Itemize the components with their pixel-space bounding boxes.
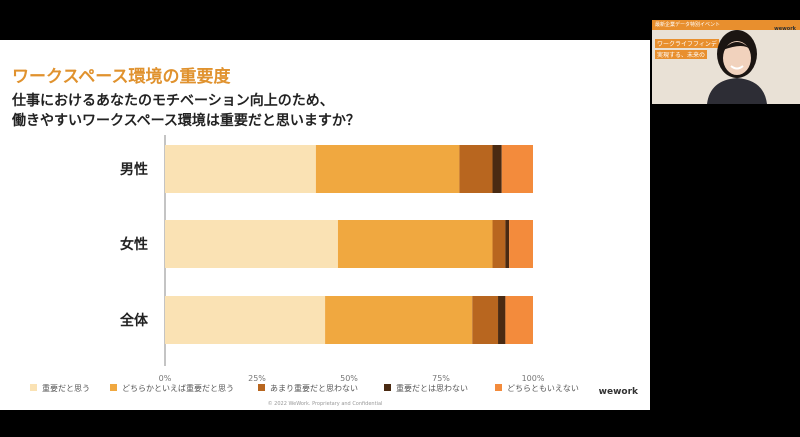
bar-segment	[498, 296, 506, 344]
bar-segment	[315, 145, 460, 193]
bar-segment	[505, 220, 510, 268]
question-line-2: 働きやすいワークスペース環境は重要だと思いますか？	[12, 113, 360, 129]
legend-swatch	[495, 384, 502, 391]
question-line-1: 仕事におけるあなたのモチベーション向上のため、	[12, 93, 334, 109]
bar-segment	[492, 220, 506, 268]
presenter-avatar	[707, 30, 767, 104]
bar-segment	[501, 145, 533, 193]
slide-title: ワークスペース環境の重要度	[12, 67, 231, 87]
wework-logo: wework	[598, 387, 638, 397]
video-caption-line-2: 実現する、未来の	[655, 50, 708, 59]
legend-label: 重要だと思う	[42, 383, 90, 393]
legend-swatch	[384, 384, 391, 391]
bar-segment	[165, 220, 338, 268]
bar-segment	[472, 296, 499, 344]
presentation-slide: ワークスペース環境の重要度 仕事におけるあなたのモチベーション向上のため、 働き…	[0, 40, 650, 410]
legend-label: どちらともいえない	[507, 384, 579, 393]
bar-segment	[459, 145, 493, 193]
legend-swatch	[258, 384, 265, 391]
legend-swatch	[110, 384, 117, 391]
video-caption-line-1: ワークライフフィンデ	[655, 39, 719, 48]
category-label: 女性	[120, 236, 148, 253]
bar-segment	[165, 145, 316, 193]
legend-label: 重要だとは思わない	[396, 383, 468, 393]
presenter-video: 最新企業データ特別イベント wework ワークライフフィンデ 実現する、未来の	[652, 20, 800, 104]
bar-segment	[165, 296, 326, 344]
bar-segment	[337, 220, 493, 268]
video-banner: 最新企業データ特別イベント	[652, 20, 800, 30]
category-label: 男性	[120, 161, 148, 178]
bar-segment	[325, 296, 473, 344]
legend-label: どちらかといえば重要だと思う	[122, 383, 234, 393]
bar-segment	[509, 220, 533, 268]
x-tick-label: 0%	[159, 374, 172, 383]
x-tick-label: 25%	[248, 374, 266, 383]
bar-segment	[505, 296, 533, 344]
category-label: 全体	[119, 312, 149, 329]
legend-label: あまり重要だと思わない	[270, 383, 358, 393]
legend-swatch	[30, 384, 37, 391]
video-brand-logo: wework	[774, 26, 796, 32]
video-banner-text: 最新企業データ特別イベント	[655, 22, 721, 28]
slide-footer: © 2022 WeWork. Proprietary and Confident…	[267, 401, 383, 407]
x-tick-label: 100%	[522, 374, 545, 383]
x-tick-label: 50%	[340, 374, 358, 383]
x-tick-label: 75%	[432, 374, 450, 383]
bar-segment	[492, 145, 502, 193]
